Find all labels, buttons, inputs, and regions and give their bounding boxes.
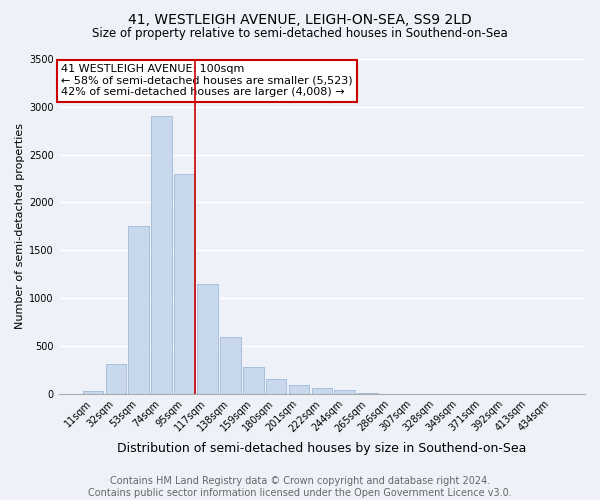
Text: 41 WESTLEIGH AVENUE: 100sqm
← 58% of semi-detached houses are smaller (5,523)
42: 41 WESTLEIGH AVENUE: 100sqm ← 58% of sem… xyxy=(61,64,353,97)
Bar xyxy=(311,388,332,394)
X-axis label: Distribution of semi-detached houses by size in Southend-on-Sea: Distribution of semi-detached houses by … xyxy=(117,442,527,455)
Text: 41, WESTLEIGH AVENUE, LEIGH-ON-SEA, SS9 2LD: 41, WESTLEIGH AVENUE, LEIGH-ON-SEA, SS9 … xyxy=(128,12,472,26)
Bar xyxy=(197,284,218,394)
Bar xyxy=(243,366,263,394)
Bar xyxy=(174,174,195,394)
Bar xyxy=(266,380,286,394)
Bar xyxy=(151,116,172,394)
Bar xyxy=(334,390,355,394)
Y-axis label: Number of semi-detached properties: Number of semi-detached properties xyxy=(15,124,25,330)
Bar xyxy=(289,385,309,394)
Text: Size of property relative to semi-detached houses in Southend-on-Sea: Size of property relative to semi-detach… xyxy=(92,28,508,40)
Bar xyxy=(220,338,241,394)
Bar xyxy=(83,391,103,394)
Text: Contains HM Land Registry data © Crown copyright and database right 2024.
Contai: Contains HM Land Registry data © Crown c… xyxy=(88,476,512,498)
Bar xyxy=(128,226,149,394)
Bar xyxy=(106,364,126,394)
